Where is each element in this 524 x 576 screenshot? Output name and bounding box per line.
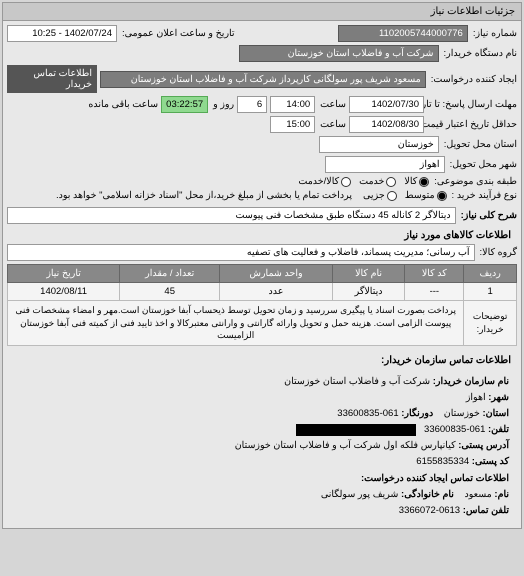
contact-section-title: اطلاعات تماس سازمان خریدار:: [7, 352, 517, 369]
radio-medium[interactable]: متوسط: [405, 190, 447, 201]
panel-body: شماره نیاز: 1102005744000776 تاریخ و ساع…: [3, 21, 521, 528]
req-name-value: مسعود: [464, 489, 491, 500]
days-remaining-label: روز و: [211, 99, 234, 110]
buyer-device-label: نام دستگاه خریدار:: [442, 48, 518, 59]
radio-dot-icon: [419, 177, 429, 187]
table-note-row: توضیحات خریدار: پرداخت بصورت اسناد یا پی…: [8, 301, 517, 346]
buyer-device-value: شرکت آب و فاضلاب استان خوزستان: [239, 45, 439, 62]
announce-value: 1402/07/24 - 10:25: [7, 25, 117, 42]
need-number-label: شماره نیاز:: [471, 28, 517, 39]
col-index: ردیف: [464, 265, 517, 283]
cell-unit: عدد: [220, 283, 333, 301]
desc-value: دیتالاگر 2 کاناله 45 دستگاه طبق مشخصات ف…: [7, 207, 456, 224]
postal-label: کد پستی:: [472, 456, 509, 467]
address-value: کیانپارس فلکه اول شرکت آب و فاضلاب استان…: [235, 440, 456, 451]
address-label: آدرس پستی:: [458, 440, 509, 451]
validity-time: 15:00: [270, 116, 315, 133]
radio-minor[interactable]: جزیی: [363, 190, 397, 201]
org-value: شرکت آب و فاضلاب استان خوزستان: [284, 376, 430, 387]
deadline-time: 14:00: [270, 96, 315, 113]
col-unit: واحد شمارش: [220, 265, 333, 283]
req-family-label: نام خانوادگی:: [401, 489, 454, 500]
goods-table: ردیف کد کالا نام کالا واحد شمارش تعداد /…: [7, 264, 517, 346]
radio-dot-icon: [387, 191, 397, 201]
contact-city-label: شهر:: [488, 392, 509, 403]
province-label: استان:: [482, 408, 509, 419]
contact-block: نام سازمان خریدار: شرکت آب و فاضلاب استا…: [7, 369, 517, 524]
note-label: توضیحات خریدار:: [464, 301, 517, 346]
req-family-value: شریف پور سولگانی: [321, 489, 399, 500]
announce-label: تاریخ و ساعت اعلان عمومی:: [120, 28, 235, 39]
location-province: خوزستان: [319, 136, 439, 153]
cell-index: 1: [464, 283, 517, 301]
radio-dot-icon: [437, 191, 447, 201]
city-label: شهر محل تحویل:: [448, 159, 517, 170]
subject-radio-group: کالا خدمت کالا/خدمت: [298, 176, 429, 187]
province-value: خوزستان: [444, 408, 480, 419]
process-type-label: نوع فرآیند خرید :: [450, 190, 517, 201]
col-name: نام کالا: [332, 265, 405, 283]
time-label-1: ساعت: [318, 99, 346, 110]
cell-code: ---: [405, 283, 464, 301]
goods-category-label: گروه کالا:: [478, 247, 517, 258]
validity-label: حداقل تاریخ اعتبار قیمت: تا تاریخ:: [427, 119, 517, 130]
redacted-bar: [296, 424, 416, 436]
city-value: اهواز: [325, 156, 445, 173]
need-number-value: 1102005744000776: [338, 25, 468, 42]
col-code: کد کالا: [405, 265, 464, 283]
contact-city-value: اهواز: [466, 392, 486, 403]
req-name-label: نام:: [494, 489, 509, 500]
req-phone-value: 0613-3366072: [399, 505, 460, 516]
payment-note: پرداخت تمام یا بخشی از مبلغ خرید،از محل …: [54, 190, 352, 201]
radio-both[interactable]: کالا/خدمت: [298, 176, 351, 187]
note-text: پرداخت بصورت اسناد یا پیگیری سررسید و زم…: [8, 301, 464, 346]
radio-dot-icon: [386, 177, 396, 187]
cell-name: دیتالاگر: [332, 283, 405, 301]
requester-label: ایجاد کننده درخواست:: [429, 74, 517, 85]
panel-title: جزئیات اطلاعات نیاز: [3, 3, 521, 21]
req-phone-label: تلفن تماس:: [463, 505, 509, 516]
phone-value: 061-33600835: [424, 424, 485, 435]
org-label: نام سازمان خریدار:: [433, 376, 509, 387]
col-date: تاریخ نیاز: [8, 265, 120, 283]
validity-date: 1402/08/30: [349, 116, 424, 133]
buyer-contact-button[interactable]: اطلاعات تماس خریدار: [7, 65, 97, 93]
process-radio-group: متوسط جزیی: [363, 190, 447, 201]
desc-label: شرح کلی نیاز:: [459, 210, 517, 221]
requester-value: مسعود شریف پور سولگانی کارپرداز شرکت آب …: [100, 71, 426, 88]
cell-date: 1402/08/11: [8, 283, 120, 301]
req-contact-label: اطلاعات تماس ایجاد کننده درخواست:: [361, 473, 509, 484]
time-label-2: ساعت: [318, 119, 346, 130]
goods-category-value: آب رسانی؛ مدیریت پسماند، فاضلاب و فعالیت…: [7, 244, 475, 261]
radio-goods[interactable]: کالا: [404, 176, 429, 187]
cell-qty: 45: [120, 283, 220, 301]
countdown-label: ساعت باقی مانده: [86, 99, 158, 110]
main-panel: جزئیات اطلاعات نیاز شماره نیاز: 11020057…: [2, 2, 522, 529]
phone-label: تلفن:: [488, 424, 509, 435]
table-row: 1 --- دیتالاگر عدد 45 1402/08/11: [8, 283, 517, 301]
countdown-timer: 03:22:57: [161, 96, 208, 113]
col-qty: تعداد / مقدار: [120, 265, 220, 283]
deadline-label: مهلت ارسال پاسخ: تا تاریخ:: [427, 99, 517, 110]
location-label: استان محل تحویل:: [442, 139, 517, 150]
goods-section-title: اطلاعات کالاهای مورد نیاز: [7, 227, 517, 244]
days-remaining: 6: [237, 96, 267, 113]
subject-class-label: طبقه بندی موضوعی:: [432, 176, 517, 187]
deadline-date: 1402/07/30: [349, 96, 424, 113]
postal-value: 6155835334: [416, 456, 469, 467]
radio-dot-icon: [341, 177, 351, 187]
radio-service[interactable]: خدمت: [359, 176, 396, 187]
fax-label: دورنگار:: [401, 408, 433, 419]
fax-value: 061-33600835: [337, 408, 398, 419]
table-header-row: ردیف کد کالا نام کالا واحد شمارش تعداد /…: [8, 265, 517, 283]
